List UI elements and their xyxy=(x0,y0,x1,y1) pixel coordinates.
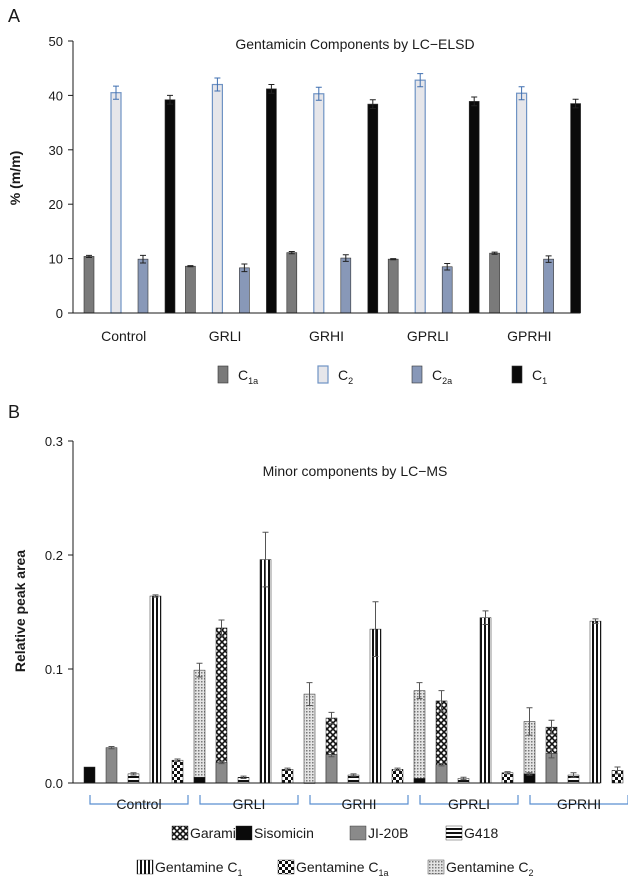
panel-a-y-label: % (m/m) xyxy=(7,151,23,205)
panel-a-y-ticks: 0 10 20 30 40 50 xyxy=(49,34,73,321)
panel-a-legend: C1a C2 C2a C1 xyxy=(218,366,547,386)
y-tick-label: 0.1 xyxy=(45,662,63,677)
bar-c2-gprli xyxy=(415,80,425,313)
category-label-gprhi: GPRHI xyxy=(557,796,601,812)
panel-b-title: Minor components by LC−MS xyxy=(263,463,448,479)
bar-c1a-grli xyxy=(185,266,195,313)
y-tick-label: 20 xyxy=(49,197,63,212)
y-tick-label: 0.2 xyxy=(45,548,63,563)
panel-a-bars xyxy=(84,74,581,313)
bar-c2-gprhi xyxy=(517,93,527,313)
legend-swatch-c2 xyxy=(318,366,328,383)
legend-swatch-gentamine-c xyxy=(428,860,444,874)
panel-a-title: Gentamicin Components by LC−ELSD xyxy=(235,36,474,52)
legend-label-gentamine-c: Gentamine C1 xyxy=(155,859,243,878)
bar-sisomicin-grli xyxy=(194,777,205,783)
legend-swatch-gentamine-c xyxy=(137,860,153,874)
category-label-gprhi: GPRHI xyxy=(507,328,551,344)
legend-label-sisomicin: Sisomicin xyxy=(254,825,314,841)
legend-swatch-c1a xyxy=(218,366,228,383)
bar-gentamine-c-gprli xyxy=(480,618,491,783)
bar-c1-grli xyxy=(266,89,276,313)
bar-c2a-gprli xyxy=(442,267,452,313)
bar-gentamine-c-control xyxy=(194,670,205,783)
legend-label-c1: C1 xyxy=(532,367,547,386)
bar-c2a-grli xyxy=(239,268,249,313)
category-label-gprli: GPRLI xyxy=(407,328,449,344)
panel-b-bars xyxy=(84,532,628,783)
bar-gentamine-c-grhi xyxy=(414,691,425,783)
bar-c1a-gprli xyxy=(388,259,398,313)
panel-a-axes xyxy=(73,41,580,313)
bar-c1-gprhi xyxy=(571,104,581,313)
bar-ji-20b-control xyxy=(106,748,117,783)
legend-swatch-c1 xyxy=(512,366,522,383)
bar-ji-20b-gprli xyxy=(436,765,447,783)
panel-b-y-label: Relative peak area xyxy=(12,550,28,672)
bar-gentamine-c-grhi xyxy=(392,769,403,783)
legend-label-c2a: C2a xyxy=(432,367,452,386)
legend-label-gentamine-c: Gentamine C2 xyxy=(446,859,534,878)
bar-gentamine-c-grli xyxy=(282,769,293,783)
legend-swatch-gentamine-c xyxy=(278,860,294,874)
panel-b: B Minor components by LC−MS Relative pea… xyxy=(8,402,628,878)
legend-label-gentamine-c: Gentamine C1a xyxy=(296,859,389,878)
bar-c1a-gprhi xyxy=(490,253,500,313)
bar-c1-grhi xyxy=(368,104,378,313)
bar-c2-control xyxy=(111,93,121,313)
legend-swatch-sisomicin xyxy=(236,826,252,840)
bar-c2-grli xyxy=(212,85,222,313)
legend-swatch-g418 xyxy=(446,826,462,840)
panel-a: A Gentamicin Components by LC−ELSD % (m/… xyxy=(7,6,581,386)
bar-gentamine-c-control xyxy=(172,760,183,783)
y-tick-label: 10 xyxy=(49,252,63,267)
panel-b-y-ticks: 0.0 0.1 0.2 0.3 xyxy=(45,434,73,791)
category-label-gprli: GPRLI xyxy=(448,796,490,812)
bar-gentamine-c-grli xyxy=(260,560,271,783)
panel-a-category-labels: Control GRLI GRHI GPRLI GPRHI xyxy=(101,328,551,344)
category-label-grhi: GRHI xyxy=(342,796,377,812)
category-label-grhi: GRHI xyxy=(309,328,344,344)
legend-swatch-c2a xyxy=(412,366,422,383)
bar-gentamine-c-grli xyxy=(304,694,315,783)
y-tick-label: 0.0 xyxy=(45,776,63,791)
y-tick-label: 30 xyxy=(49,143,63,158)
bar-c2a-gprhi xyxy=(544,259,554,313)
legend-label-c2: C2 xyxy=(338,367,353,386)
bar-sisomicin-gprli xyxy=(414,778,425,783)
category-label-control: Control xyxy=(101,328,146,344)
legend-swatch-garamine xyxy=(172,826,188,840)
panel-letter-b: B xyxy=(8,402,20,422)
legend-swatch-ji-20b xyxy=(350,826,366,840)
legend-label-g418: G418 xyxy=(464,825,498,841)
bar-c2-grhi xyxy=(314,94,324,313)
category-label-grli: GRLI xyxy=(233,796,266,812)
bar-c1a-control xyxy=(84,256,94,313)
y-tick-label: 0.3 xyxy=(45,434,63,449)
bar-c1-control xyxy=(165,100,175,313)
bar-c1-gprli xyxy=(469,101,479,313)
bar-ji-20b-grli xyxy=(216,762,227,783)
bar-c1a-grhi xyxy=(287,253,297,313)
bar-gentamine-c-gprhi xyxy=(590,621,601,783)
bar-c2a-control xyxy=(138,259,148,313)
category-label-control: Control xyxy=(116,796,161,812)
y-tick-label: 0 xyxy=(56,306,63,321)
y-tick-label: 50 xyxy=(49,34,63,49)
bar-gentamine-c-control xyxy=(150,596,161,783)
bar-garamine-control xyxy=(216,628,227,783)
panel-b-category-labels: Control GRLI GRHI GPRLI GPRHI xyxy=(90,795,628,812)
legend-label-c1a: C1a xyxy=(238,367,258,386)
legend-label-ji-20b: JI-20B xyxy=(368,825,408,841)
bar-c2a-grhi xyxy=(341,258,351,313)
category-label-grli: GRLI xyxy=(209,328,242,344)
panel-letter-a: A xyxy=(8,6,20,26)
y-tick-label: 40 xyxy=(49,88,63,103)
bar-sisomicin-control xyxy=(84,767,95,783)
bar-ji-20b-grhi xyxy=(326,755,337,784)
